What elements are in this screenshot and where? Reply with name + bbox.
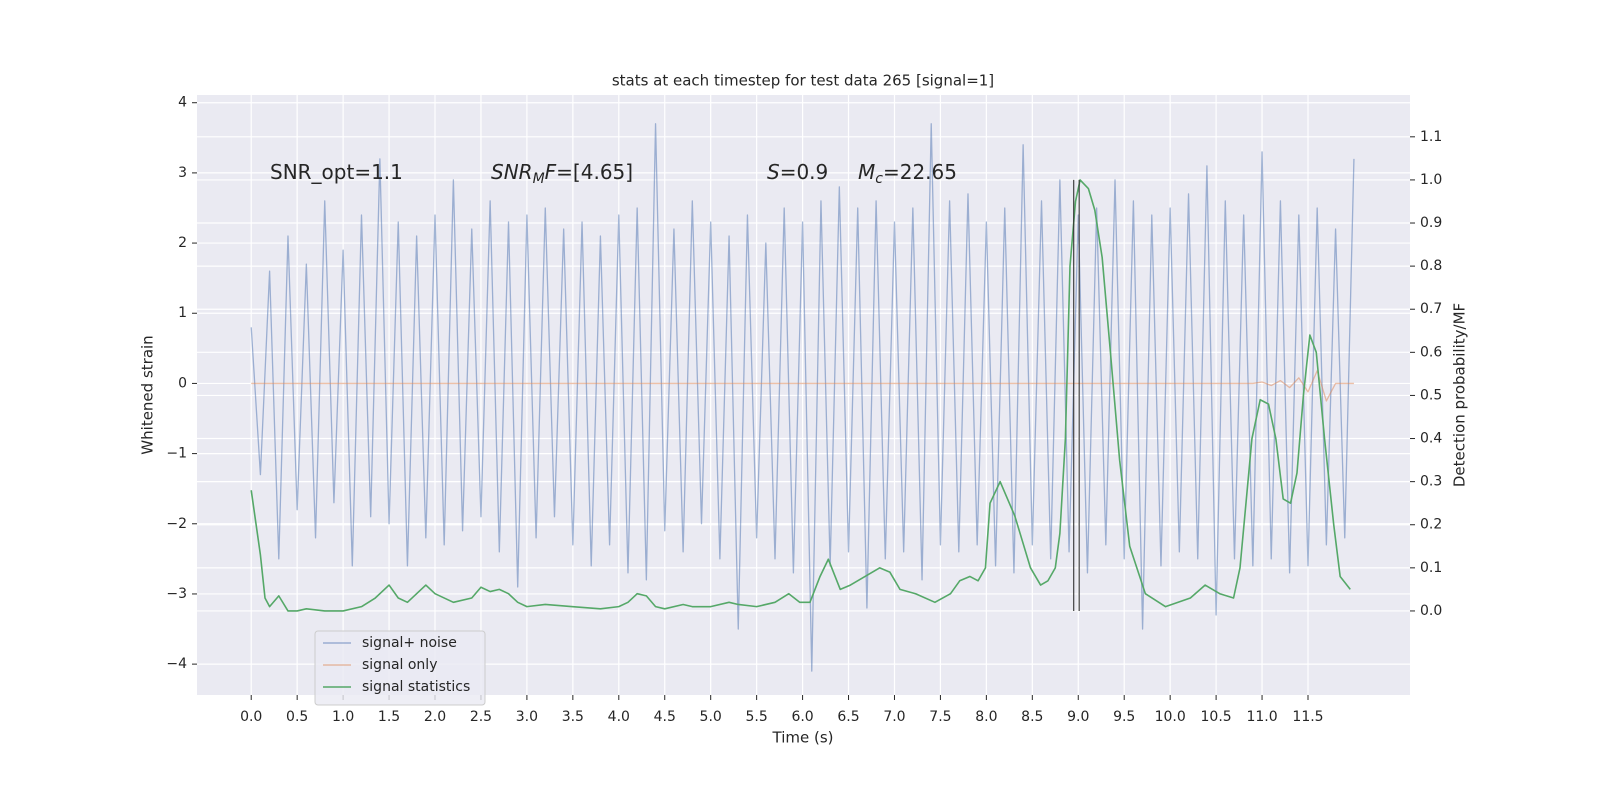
annotation: SNR_opt=1.1 — [270, 160, 403, 184]
y-tick-label: 4 — [178, 95, 187, 111]
series-line — [250, 123, 1355, 672]
y-tick-label: −4 — [166, 656, 187, 672]
x-tick-label: 3.0 — [516, 709, 538, 725]
x-tick-label: 4.0 — [608, 709, 630, 725]
x-tick-label: 1.5 — [378, 709, 400, 725]
ticks: 0.0 0.5 1.0 1.5 2.0 2.5 3.0 3.5 4.0 4.5 5.0 5.5 6.0 6… — [166, 95, 1442, 725]
x-tick-label: 3.5 — [562, 709, 584, 725]
annotation-part: c — [875, 171, 883, 187]
y2-tick-label: 0.5 — [1420, 387, 1442, 403]
y2-tick-label: 0.8 — [1420, 258, 1442, 274]
x-tick-label: 5.5 — [746, 709, 768, 725]
y-tick-label: 2 — [178, 235, 187, 251]
legend-label: signal statistics — [362, 679, 470, 695]
x-tick-label: 11.5 — [1292, 709, 1323, 725]
x-tick-label: 10.5 — [1201, 709, 1232, 725]
x-tick-label: 7.0 — [883, 709, 905, 725]
x-tick-label: 9.5 — [1113, 709, 1135, 725]
legend: signal+ noise signal only signal statistic… — [314, 630, 486, 706]
x-tick-label: 0.5 — [286, 709, 308, 725]
y2-tick-label: 0.1 — [1420, 560, 1442, 576]
annotation-part: F — [545, 160, 557, 184]
marks — [250, 123, 1355, 672]
y2-tick-label: 0.4 — [1420, 431, 1442, 447]
y-tick-label: −1 — [166, 446, 187, 462]
annotation: S=0.9 — [767, 160, 828, 184]
x-tick-label: 10.0 — [1155, 709, 1186, 725]
y-tick-label: 3 — [178, 165, 187, 181]
x-tick-label: 1.0 — [332, 709, 354, 725]
annotation-part: SNR_opt=1.1 — [270, 160, 403, 184]
x-tick-label: 4.5 — [654, 709, 676, 725]
annotation-part: SNR — [491, 160, 533, 184]
x-tick-label: 6.5 — [837, 709, 859, 725]
annotation: SNRMF=[4.65] — [491, 160, 633, 188]
y2-tick-label: 0.3 — [1420, 474, 1442, 490]
x-tick-label: 2.0 — [424, 709, 446, 725]
x-tick-label: 11.0 — [1246, 709, 1277, 725]
y2-tick-label: 0.7 — [1420, 301, 1442, 317]
y2-tick-label: 0.2 — [1420, 517, 1442, 533]
y2-axis-label: Detection probability/MF — [1451, 303, 1469, 487]
y-tick-label: 1 — [178, 305, 187, 321]
y2-tick-label: 0.6 — [1420, 344, 1442, 360]
x-axis-label: Time (s) — [772, 729, 834, 747]
series-line — [250, 179, 1351, 612]
annotation-part: M — [533, 171, 545, 187]
legend-label: signal only — [362, 657, 437, 673]
annotation-part: =22.65 — [883, 160, 957, 184]
y2-tick-label: 0.0 — [1420, 603, 1442, 619]
annotation-part: =0.9 — [780, 160, 829, 184]
chart-title: stats at each timestep for test data 265… — [612, 72, 994, 90]
annotations: SNR_opt=1.1 SNRMF=[4.65] S=0.9 Mc=22.65 — [270, 160, 957, 188]
y2-tick-label: 1.0 — [1420, 172, 1442, 188]
y2-tick-label: 1.1 — [1420, 129, 1442, 145]
annotation-part: =[4.65] — [556, 160, 633, 184]
legend-box — [314, 630, 486, 706]
y-axis-label: Whitened strain — [139, 335, 157, 454]
y-tick-label: −3 — [166, 586, 187, 602]
annotation: Mc=22.65 — [858, 160, 957, 188]
annotation-part: M — [858, 160, 875, 184]
x-tick-label: 8.0 — [975, 709, 997, 725]
x-tick-label: 6.0 — [791, 709, 813, 725]
x-tick-label: 5.0 — [700, 709, 722, 725]
x-tick-label: 2.5 — [470, 709, 492, 725]
y2-tick-label: 0.9 — [1420, 215, 1442, 231]
x-tick-label: 7.5 — [929, 709, 951, 725]
x-tick-label: 0.0 — [240, 709, 262, 725]
y-tick-label: 0 — [178, 375, 187, 391]
y-tick-label: −2 — [166, 516, 187, 532]
annotation-part: S — [767, 160, 780, 184]
x-tick-label: 8.5 — [1021, 709, 1043, 725]
legend-label: signal+ noise — [362, 635, 457, 651]
x-tick-label: 9.0 — [1067, 709, 1089, 725]
series-line — [251, 370, 1354, 402]
